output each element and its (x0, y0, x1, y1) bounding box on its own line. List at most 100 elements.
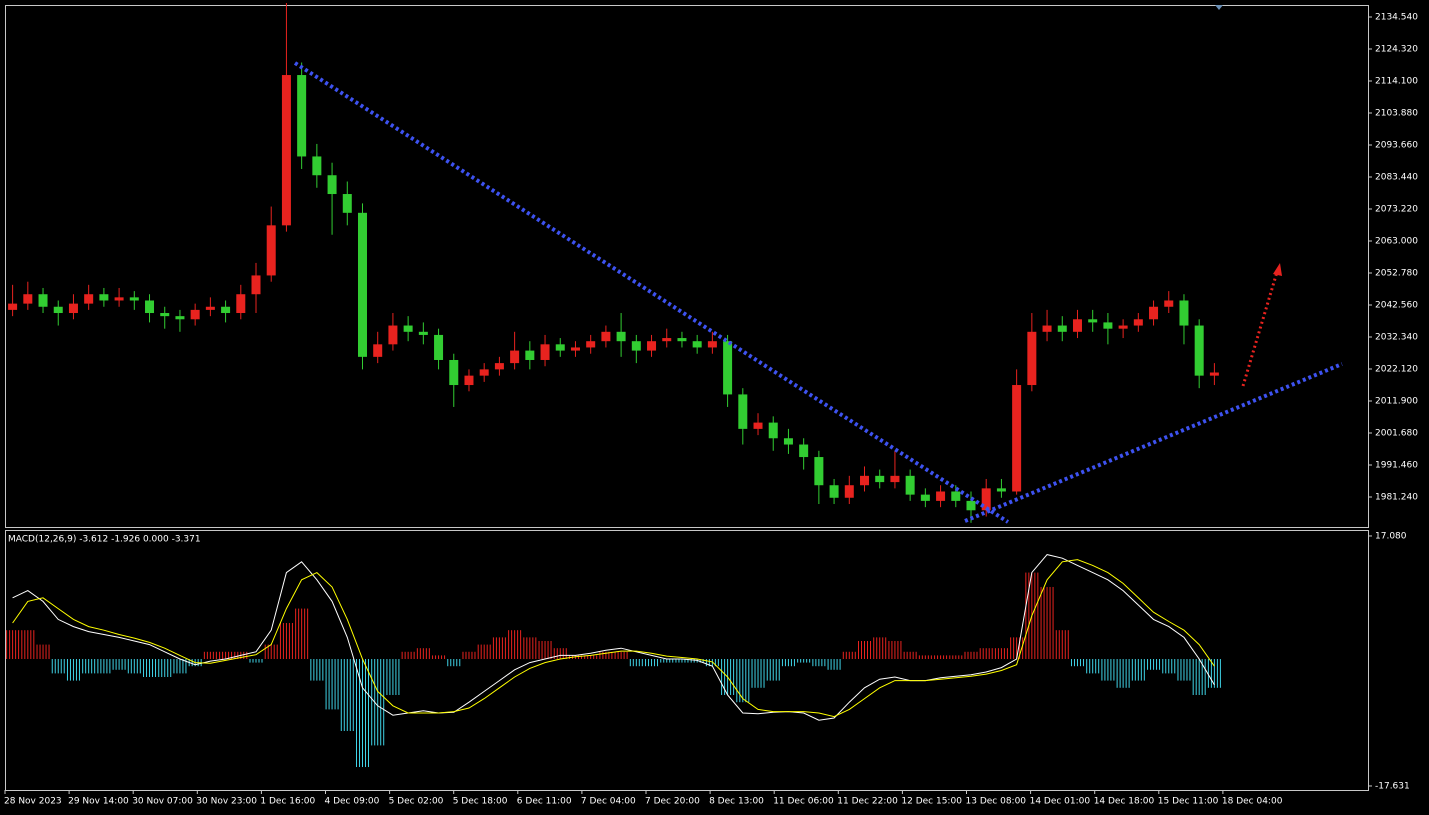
y-tick-label: -17.631 (1375, 781, 1410, 791)
candle-body (84, 294, 94, 304)
candle-body (951, 491, 961, 501)
x-tick-label: 5 Dec 18:00 (453, 797, 508, 807)
candle-body (890, 475, 900, 483)
candle-body (297, 75, 307, 157)
candle-body (205, 306, 215, 310)
candle-body (266, 225, 276, 276)
candle-body (1179, 300, 1189, 326)
candle-body (327, 175, 337, 195)
candle-body (1209, 372, 1219, 376)
candle-body (981, 488, 991, 511)
candle-body (38, 294, 48, 307)
candle-body (723, 341, 733, 395)
candle-body (555, 344, 565, 351)
candle-body (799, 444, 809, 458)
candle-body (8, 303, 18, 310)
candle-body (1194, 325, 1204, 376)
y-tick-label: 2052.780 (1375, 268, 1418, 278)
candle-body (236, 294, 246, 314)
candle-body (373, 344, 383, 357)
candle-body (1149, 306, 1159, 320)
x-tick-label: 4 Dec 09:00 (325, 797, 380, 807)
x-tick-label: 8 Dec 13:00 (709, 797, 764, 807)
candle-body (783, 438, 793, 445)
x-tick-label: 28 Nov 2023 (4, 797, 62, 807)
candle-body (1103, 322, 1113, 329)
candle-body (312, 156, 322, 176)
y-tick-label: 2042.560 (1375, 300, 1418, 310)
candle-body (860, 475, 870, 486)
candle-body (540, 344, 550, 360)
candle-body (388, 325, 398, 345)
candle-body (920, 494, 930, 501)
y-tick-label: 2022.120 (1375, 365, 1418, 375)
y-tick-label: 2032.340 (1375, 332, 1418, 342)
candle-body (570, 347, 580, 351)
candle-body (996, 488, 1006, 492)
arrow-head[interactable] (1273, 263, 1282, 276)
x-tick-label: 29 Nov 14:00 (68, 797, 129, 807)
candle-body (662, 338, 672, 342)
x-tick-label: 12 Dec 15:00 (901, 797, 962, 807)
candle-body (281, 75, 291, 226)
candle-body (814, 457, 824, 486)
candle-body (510, 350, 520, 364)
candle-body (175, 316, 185, 320)
y-tick-label: 2063.000 (1375, 236, 1418, 246)
candle-body (99, 294, 109, 301)
candle-body (753, 422, 763, 429)
candle-body (464, 375, 474, 386)
y-tick-label: 2103.880 (1375, 108, 1418, 118)
shift-marker[interactable] (1215, 5, 1223, 10)
x-tick-label: 13 Dec 08:00 (966, 797, 1027, 807)
y-tick-label: 2124.320 (1375, 44, 1418, 54)
macd-line (12, 554, 1215, 721)
x-tick-label: 18 Dec 04:00 (1222, 797, 1283, 807)
candle-body (1133, 319, 1143, 326)
y-tick-label: 2073.220 (1375, 204, 1418, 214)
y-tick-label: 2011.900 (1375, 397, 1418, 407)
y-tick-label: 2083.440 (1375, 172, 1418, 182)
x-tick-label: 11 Dec 06:00 (773, 797, 834, 807)
candle-body (1042, 325, 1052, 332)
candle-body (647, 341, 657, 351)
candle-body (936, 491, 946, 501)
candle-body (114, 297, 124, 301)
trendline[interactable] (964, 362, 1343, 523)
candle-body (677, 338, 687, 342)
x-tick-label: 1 Dec 16:00 (260, 797, 315, 807)
macd-pane-frame (5, 530, 1369, 791)
x-tick-label: 7 Dec 20:00 (645, 797, 700, 807)
candle-body (145, 300, 155, 314)
y-tick-label: 2134.540 (1375, 12, 1418, 22)
candle-body (434, 334, 444, 360)
candle-body (479, 369, 489, 376)
candle-body (692, 341, 702, 348)
candle-body (1118, 325, 1128, 329)
candle-body (53, 306, 63, 314)
candle-body (68, 303, 78, 314)
candle-body (1057, 325, 1067, 332)
x-tick-label: 30 Nov 23:00 (196, 797, 257, 807)
candle-body (251, 275, 261, 295)
x-tick-label: 14 Dec 18:00 (1094, 797, 1155, 807)
x-tick-label: 6 Dec 11:00 (517, 797, 572, 807)
y-tick-label: 1981.240 (1375, 493, 1418, 503)
candle-body (1088, 319, 1098, 323)
candle-body (966, 500, 976, 511)
candle-body (1027, 331, 1037, 386)
x-tick-label: 11 Dec 22:00 (837, 797, 898, 807)
candle-body (418, 331, 428, 335)
candle-body (1012, 385, 1022, 492)
candle-body (403, 325, 413, 332)
y-tick-label: 2001.680 (1375, 429, 1418, 439)
candle-body (525, 350, 535, 360)
candle-body (631, 341, 641, 351)
candle-body (160, 313, 170, 317)
candle-body (875, 475, 885, 483)
candle-body (357, 212, 367, 357)
candle-body (190, 309, 200, 320)
y-tick-label: 1991.460 (1375, 461, 1418, 471)
